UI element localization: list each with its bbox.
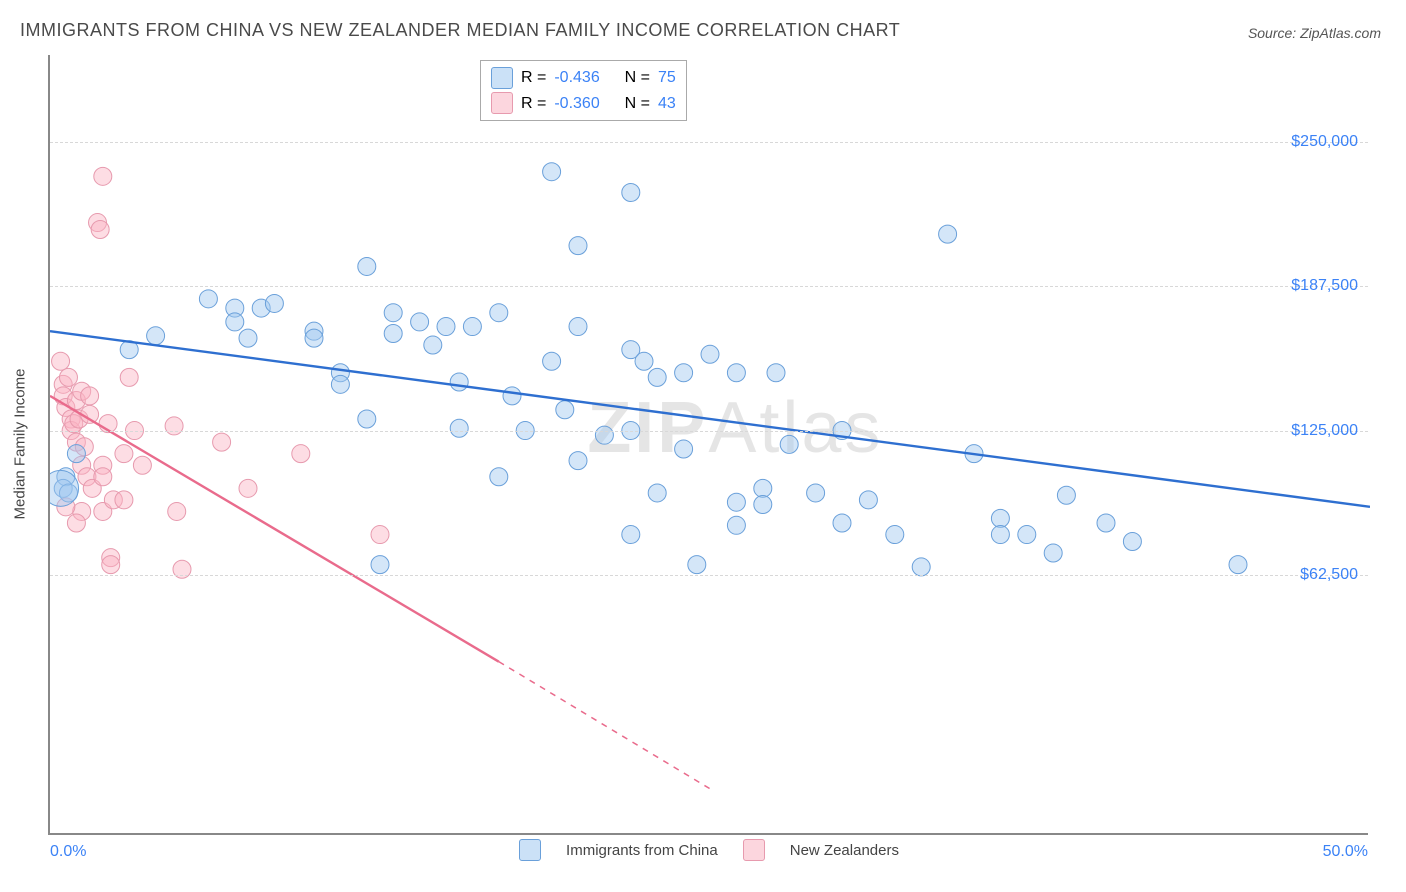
y-axis-title: Median Family Income [12, 369, 29, 520]
legend-bottom: Immigrants from China New Zealanders [50, 839, 1368, 861]
y-tick-label: $62,500 [1300, 566, 1358, 584]
chart-container: IMMIGRANTS FROM CHINA VS NEW ZEALANDER M… [0, 0, 1406, 892]
source-value: ZipAtlas.com [1300, 25, 1381, 41]
source-label: Source: [1248, 25, 1296, 41]
plot-area: Median Family Income ZIPAtlas R = -0.436… [48, 55, 1368, 835]
y-tick-label: $125,000 [1291, 422, 1358, 440]
legend-china-label: Immigrants from China [566, 842, 718, 859]
legend-swatch-china-icon [519, 839, 541, 861]
legend-swatch-nz-icon [743, 839, 765, 861]
legend-nz-label: New Zealanders [790, 842, 899, 859]
scatter-svg [50, 55, 1370, 835]
y-tick-label: $250,000 [1291, 133, 1358, 151]
source-link[interactable]: Source: ZipAtlas.com [1248, 25, 1381, 41]
chart-title: IMMIGRANTS FROM CHINA VS NEW ZEALANDER M… [20, 20, 900, 41]
y-tick-label: $187,500 [1291, 277, 1358, 295]
